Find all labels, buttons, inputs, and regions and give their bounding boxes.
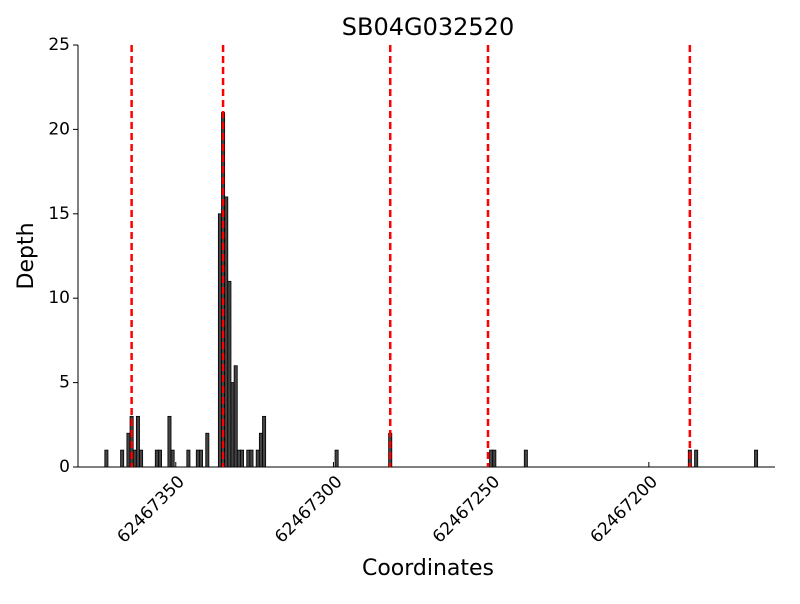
- bar: [170, 449, 175, 468]
- bar: [186, 449, 191, 468]
- bar: [205, 432, 210, 468]
- bar: [236, 449, 241, 468]
- x-tick-label: 62467200: [587, 472, 662, 547]
- bar: [489, 449, 494, 468]
- x-axis-label: Coordinates: [362, 556, 494, 581]
- bar: [230, 382, 235, 468]
- x-tick-label: 62467350: [114, 472, 189, 547]
- chart-title: SB04G032520: [342, 13, 514, 41]
- bar: [255, 449, 260, 468]
- bar: [120, 449, 125, 468]
- bar: [154, 449, 159, 468]
- bar: [388, 432, 393, 468]
- bar: [195, 449, 200, 468]
- bar: [199, 449, 203, 468]
- bar: [262, 415, 267, 468]
- bar: [334, 449, 339, 468]
- bar: [104, 449, 109, 468]
- bar: [233, 365, 238, 468]
- bar: [240, 449, 244, 468]
- y-tick-label: 25: [48, 35, 70, 55]
- y-axis-label: Depth: [14, 222, 39, 289]
- bar: [135, 415, 140, 468]
- y-tick-label: 0: [59, 457, 70, 477]
- bar: [126, 432, 131, 468]
- bar: [754, 449, 759, 468]
- bar: [167, 415, 172, 468]
- bar: [246, 449, 251, 468]
- bar: [249, 449, 254, 468]
- y-tick-label: 5: [59, 373, 70, 393]
- bar: [694, 449, 699, 468]
- bar: [227, 280, 232, 468]
- bar: [523, 449, 528, 468]
- bar: [139, 449, 144, 468]
- bar: [158, 449, 162, 468]
- bar: [224, 196, 229, 468]
- bar: [258, 432, 263, 468]
- y-tick-label: 20: [48, 119, 70, 139]
- bar: [132, 449, 137, 468]
- x-tick-label: 62467300: [271, 472, 346, 547]
- y-tick-label: 10: [48, 288, 70, 308]
- y-tick-label: 15: [48, 204, 70, 224]
- x-tick-label: 62467250: [429, 472, 504, 547]
- bar: [217, 213, 222, 468]
- bar: [492, 449, 497, 468]
